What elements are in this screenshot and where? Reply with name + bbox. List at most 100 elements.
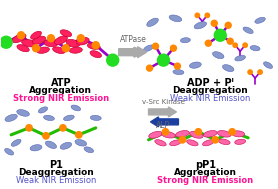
Ellipse shape xyxy=(147,18,158,26)
Ellipse shape xyxy=(203,140,214,146)
Circle shape xyxy=(205,13,210,18)
Ellipse shape xyxy=(173,70,184,75)
Text: Strong NIR Emission: Strong NIR Emission xyxy=(13,94,109,103)
Circle shape xyxy=(233,43,237,47)
Circle shape xyxy=(195,13,200,18)
Circle shape xyxy=(48,35,54,42)
Ellipse shape xyxy=(84,147,94,153)
Text: ALP: ALP xyxy=(157,121,170,130)
Circle shape xyxy=(26,125,32,131)
Ellipse shape xyxy=(90,51,101,58)
Ellipse shape xyxy=(76,37,89,45)
Ellipse shape xyxy=(30,145,42,151)
Ellipse shape xyxy=(22,40,36,47)
Text: P1: P1 xyxy=(49,160,63,170)
Ellipse shape xyxy=(32,36,46,44)
Text: Weak NIR Emission: Weak NIR Emission xyxy=(170,94,250,103)
Circle shape xyxy=(174,63,180,69)
Ellipse shape xyxy=(75,139,87,146)
Ellipse shape xyxy=(187,140,198,146)
Ellipse shape xyxy=(11,139,21,146)
Circle shape xyxy=(229,129,235,135)
Ellipse shape xyxy=(37,47,49,53)
Ellipse shape xyxy=(70,47,82,53)
Ellipse shape xyxy=(31,31,41,39)
Ellipse shape xyxy=(250,46,260,51)
Ellipse shape xyxy=(143,45,154,51)
Ellipse shape xyxy=(232,131,245,137)
Circle shape xyxy=(33,45,39,52)
Ellipse shape xyxy=(149,131,162,138)
Text: ADP + Pᴵ: ADP + Pᴵ xyxy=(187,78,234,88)
FancyArrow shape xyxy=(119,47,147,58)
Text: Strong NIR Emission: Strong NIR Emission xyxy=(157,176,253,185)
FancyArrow shape xyxy=(151,117,178,127)
Ellipse shape xyxy=(64,115,74,121)
Circle shape xyxy=(43,133,49,139)
Circle shape xyxy=(77,35,84,42)
Circle shape xyxy=(243,43,247,47)
Ellipse shape xyxy=(175,131,189,137)
Text: Weak NIR Emission: Weak NIR Emission xyxy=(16,176,96,185)
Ellipse shape xyxy=(235,139,245,144)
Circle shape xyxy=(212,137,219,143)
Ellipse shape xyxy=(66,39,80,47)
Ellipse shape xyxy=(190,131,203,138)
Ellipse shape xyxy=(194,22,207,29)
Circle shape xyxy=(147,65,153,71)
Text: Deaggregation: Deaggregation xyxy=(172,86,248,95)
Ellipse shape xyxy=(264,62,272,68)
Ellipse shape xyxy=(180,38,190,43)
Ellipse shape xyxy=(235,55,245,61)
Circle shape xyxy=(248,70,252,74)
Ellipse shape xyxy=(53,47,65,53)
Ellipse shape xyxy=(203,131,217,137)
Ellipse shape xyxy=(170,140,181,146)
Circle shape xyxy=(179,137,186,143)
Ellipse shape xyxy=(90,115,101,120)
Ellipse shape xyxy=(38,107,48,113)
Ellipse shape xyxy=(155,140,166,146)
Ellipse shape xyxy=(45,141,56,149)
Ellipse shape xyxy=(189,62,201,68)
Ellipse shape xyxy=(12,34,26,43)
Circle shape xyxy=(225,22,231,28)
Ellipse shape xyxy=(169,15,182,22)
Ellipse shape xyxy=(44,115,54,121)
Ellipse shape xyxy=(243,27,253,33)
Circle shape xyxy=(195,129,202,135)
Circle shape xyxy=(227,38,233,44)
Ellipse shape xyxy=(162,132,175,138)
Circle shape xyxy=(92,42,99,49)
Ellipse shape xyxy=(87,43,100,49)
Ellipse shape xyxy=(217,131,231,137)
Circle shape xyxy=(107,54,119,66)
Text: pP1: pP1 xyxy=(195,160,216,170)
Ellipse shape xyxy=(5,114,17,122)
Ellipse shape xyxy=(71,105,81,111)
Text: Aggregation: Aggregation xyxy=(29,86,92,95)
Circle shape xyxy=(162,129,169,135)
Circle shape xyxy=(76,132,82,138)
Circle shape xyxy=(205,40,211,46)
Ellipse shape xyxy=(218,139,230,145)
Circle shape xyxy=(0,36,12,48)
Circle shape xyxy=(18,32,24,39)
Text: v-Src Kinase: v-Src Kinase xyxy=(142,99,185,105)
Text: ATPase: ATPase xyxy=(120,35,147,44)
Text: ATP: ATP xyxy=(51,78,71,88)
Circle shape xyxy=(214,29,226,41)
Ellipse shape xyxy=(222,65,234,72)
Ellipse shape xyxy=(60,142,72,149)
Circle shape xyxy=(211,20,217,26)
Ellipse shape xyxy=(5,149,14,155)
Ellipse shape xyxy=(44,40,58,47)
Circle shape xyxy=(60,125,66,131)
Circle shape xyxy=(62,45,70,52)
Ellipse shape xyxy=(213,52,224,59)
FancyArrow shape xyxy=(148,107,177,117)
Text: Aggregation: Aggregation xyxy=(174,168,237,177)
Circle shape xyxy=(258,70,262,74)
Text: Deaggregation: Deaggregation xyxy=(18,168,94,177)
Circle shape xyxy=(153,43,158,49)
